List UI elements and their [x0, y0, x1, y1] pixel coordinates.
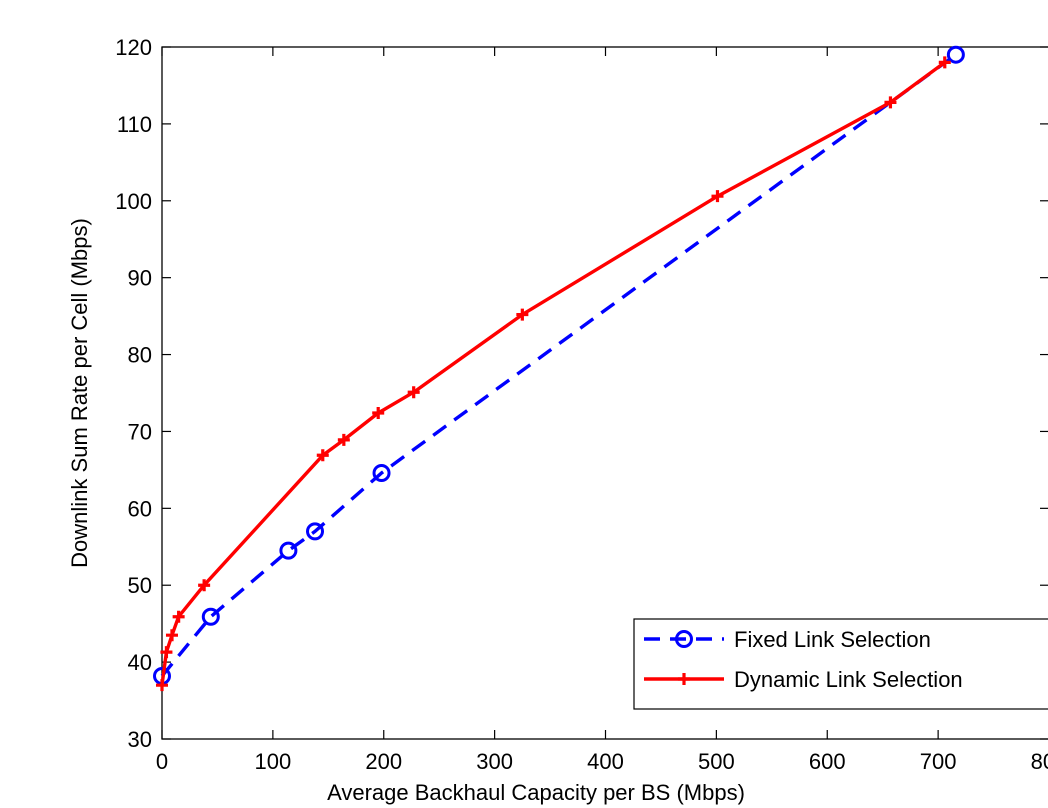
x-tick-label: 100: [255, 749, 292, 774]
y-tick-label: 80: [128, 343, 152, 368]
x-tick-label: 400: [587, 749, 624, 774]
data-point-plus: [884, 96, 897, 109]
data-point-circle: [946, 45, 965, 64]
data-point-circle: [201, 607, 220, 626]
x-tick-label: 800: [1031, 749, 1048, 774]
y-tick-label: 120: [115, 35, 152, 60]
series-dynamic-link-selection: [156, 56, 951, 692]
data-point-circle: [372, 463, 391, 482]
y-tick-label: 60: [128, 496, 152, 521]
x-tick-label: 700: [920, 749, 957, 774]
data-point-plus: [337, 433, 350, 446]
x-tick-label: 200: [365, 749, 402, 774]
y-tick-label: 30: [128, 727, 152, 752]
y-tick-label: 90: [128, 266, 152, 291]
data-point-plus: [678, 673, 690, 685]
series-fixed-link-selection: [153, 45, 965, 685]
data-point-plus: [198, 579, 211, 592]
x-axis-ticks: 0 100 200 300 400 500 600 700 800: [156, 47, 1048, 774]
y-axis-ticks: 30 40 50 60 70 80 90 100 110 120: [115, 35, 1048, 752]
x-tick-label: 0: [156, 749, 168, 774]
data-point-plus: [407, 386, 420, 399]
legend: Fixed Link Selection Dynamic Link Selecti…: [633, 618, 1048, 710]
y-axis-label: Downlink Sum Rate per Cell (Mbps): [67, 218, 92, 568]
data-series: [153, 45, 965, 692]
data-point-plus: [516, 308, 529, 321]
data-point-circle: [675, 630, 693, 648]
series-line: [160, 53, 957, 678]
data-point-circle: [306, 522, 325, 541]
x-tick-label: 500: [698, 749, 735, 774]
data-point-plus: [165, 629, 178, 642]
data-point-plus: [156, 679, 168, 692]
x-tick-label: 300: [476, 749, 513, 774]
data-point-plus: [172, 610, 185, 623]
data-point-plus: [938, 56, 951, 69]
legend-entry-label: Dynamic Link Selection: [734, 667, 963, 692]
y-tick-label: 40: [128, 650, 152, 675]
legend-entry-label: Fixed Link Selection: [734, 627, 931, 652]
data-point-plus: [711, 190, 724, 203]
x-axis-label: Average Backhaul Capacity per BS (Mbps): [327, 780, 745, 805]
y-tick-label: 70: [128, 419, 152, 444]
data-point-circle: [279, 541, 298, 560]
y-tick-label: 50: [128, 573, 152, 598]
legend-box: [633, 618, 1048, 710]
y-tick-label: 100: [115, 189, 152, 214]
x-tick-label: 600: [809, 749, 846, 774]
data-point-plus: [160, 646, 173, 659]
data-point-plus: [372, 406, 385, 419]
data-point-plus: [316, 449, 329, 462]
y-tick-label: 110: [117, 112, 152, 137]
